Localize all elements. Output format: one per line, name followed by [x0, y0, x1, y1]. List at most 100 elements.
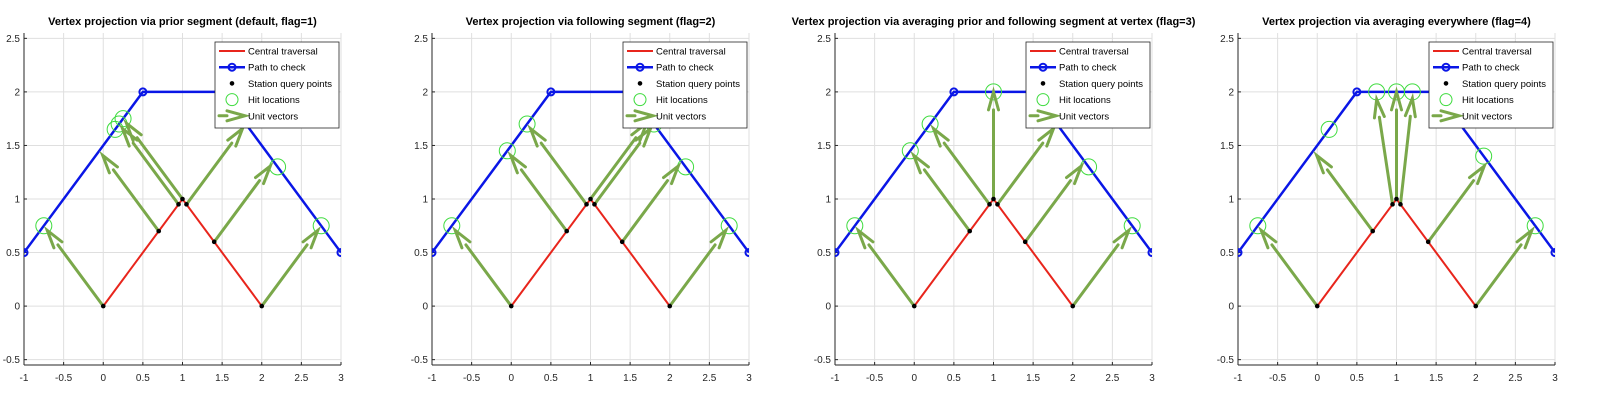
- legend-swatch-unit-vector: [1431, 109, 1465, 123]
- x-tick-label: 3: [338, 373, 344, 384]
- station-query-point: [991, 196, 996, 202]
- x-tick-label: 2.5: [1105, 373, 1119, 384]
- hit-location: [1475, 147, 1493, 165]
- hit-location: [846, 217, 864, 235]
- unit-vector-arrow: [668, 225, 730, 308]
- x-tick-label: 2: [259, 373, 265, 384]
- path-vertex-marker: [432, 248, 437, 258]
- hit-location: [312, 217, 330, 235]
- legend-label: Path to check: [1462, 63, 1520, 74]
- legend-label: Station query points: [656, 79, 740, 90]
- unit-vector-arrow: [589, 118, 650, 201]
- path-vertex-marker: [1238, 248, 1243, 258]
- y-tick-label: 1: [422, 195, 428, 206]
- legend-swatch-station: [229, 81, 235, 86]
- station-query-point: [1390, 202, 1395, 207]
- x-tick-label: 2.5: [294, 373, 308, 384]
- unit-vector-arrow: [1313, 150, 1375, 233]
- unit-vector-arrow: [592, 124, 654, 206]
- station-query-point: [211, 239, 217, 245]
- station-query-point: [1314, 303, 1320, 309]
- x-tick-label: 3: [746, 373, 752, 384]
- hit-location: [443, 217, 461, 235]
- hit-location: [518, 115, 536, 133]
- unit-vector-arrow: [620, 161, 682, 244]
- unit-vector-arrow: [1257, 225, 1319, 308]
- hit-location: [720, 217, 738, 235]
- grid: [431, 33, 750, 365]
- x-tick-label: -0.5: [866, 373, 884, 384]
- x-tick-label: 0.5: [136, 373, 150, 384]
- station-query-point: [564, 228, 570, 234]
- unit-vector-arrow: [910, 150, 972, 233]
- x-tick-label: -0.5: [55, 373, 73, 384]
- x-tick-label: 1.5: [1026, 373, 1040, 384]
- x-tick-label: 1.5: [215, 373, 229, 384]
- station-query-point: [995, 202, 1000, 207]
- y-tick-label: 2.5: [817, 34, 831, 45]
- legend-label: Unit vectors: [1462, 111, 1512, 122]
- legend: Central traversal Path to check Station qu…: [214, 41, 340, 129]
- station-query-point: [967, 228, 973, 234]
- y-tick-label: 0: [422, 302, 428, 313]
- unit-vector-arrow: [930, 124, 992, 206]
- x-tick-label: 2.5: [1508, 373, 1522, 384]
- legend-swatch-unit-vector: [625, 109, 659, 123]
- y-tick-label: 1: [1228, 195, 1234, 206]
- unit-vector-arrow: [1372, 93, 1395, 206]
- hit-location: [35, 217, 53, 235]
- hit-location: [1526, 217, 1544, 235]
- station-query-point: [911, 303, 917, 309]
- hit-location: [498, 142, 516, 160]
- station-query-point: [592, 202, 597, 207]
- legend-label: Unit vectors: [248, 111, 298, 122]
- y-tick-label: 2: [422, 87, 428, 98]
- legend-swatch-hit: [1439, 93, 1453, 107]
- y-tick-label: 0.5: [6, 248, 20, 259]
- hit-location: [1249, 217, 1267, 235]
- x-tick-label: -1: [831, 373, 840, 384]
- unit-vector-arrow: [987, 86, 1000, 201]
- legend: Central traversal Path to check Station qu…: [622, 41, 748, 129]
- x-tick-label: 0: [508, 373, 514, 384]
- x-tick-label: 3: [1149, 373, 1155, 384]
- legend-label: Central traversal: [1462, 47, 1532, 58]
- y-tick-label: 2.5: [6, 34, 20, 45]
- y-tick-label: -0.5: [411, 355, 429, 366]
- station-query-point: [1022, 239, 1028, 245]
- y-tick-label: 1: [14, 195, 20, 206]
- x-tick-label: 2: [1473, 373, 1479, 384]
- path-vertex-marker: [835, 248, 840, 258]
- legend-swatch-hit: [1036, 93, 1050, 107]
- station-query-point: [1425, 239, 1431, 245]
- x-tick-label: -1: [20, 373, 29, 384]
- legend-label: Station query points: [1059, 79, 1143, 90]
- x-tick-label: 1: [991, 373, 997, 384]
- y-tick-label: 1.5: [6, 141, 20, 152]
- legend-swatch-path-marker: [635, 62, 645, 72]
- unit-vector-arrow: [1398, 92, 1417, 206]
- path-vertex-marker: [1352, 87, 1362, 97]
- unit-vector-arrow: [1474, 225, 1536, 308]
- legend: Central traversal Path to check Station qu…: [1025, 41, 1151, 129]
- x-tick-label: 0.5: [1350, 373, 1364, 384]
- path-to-check-line: [432, 90, 749, 254]
- y-tick-label: 2: [1228, 87, 1234, 98]
- unit-vector-arrow: [99, 150, 161, 233]
- station-query-point: [1394, 196, 1399, 202]
- legend-swatch-station: [637, 81, 643, 86]
- y-tick-label: 0: [14, 302, 20, 313]
- path-vertex-marker: [1550, 248, 1555, 258]
- hit-location: [1320, 120, 1338, 138]
- hit-location: [901, 142, 919, 160]
- legend-label: Central traversal: [656, 47, 726, 58]
- x-tick-label: 1: [180, 373, 186, 384]
- unit-vector-arrow: [212, 161, 274, 244]
- chart-panel-2: -1 -0.5 0 0.5 1 1.5 2 2.5 3 -0.5 0 0.5 1 1.5 2 2.5 Verte…: [411, 16, 752, 384]
- legend-swatch-path-marker: [1441, 62, 1451, 72]
- unit-vector-arrow: [507, 150, 569, 233]
- y-tick-label: -0.5: [3, 355, 21, 366]
- legend: Central traversal Path to check Station qu…: [1428, 41, 1554, 129]
- y-tick-label: 2.5: [1220, 34, 1234, 45]
